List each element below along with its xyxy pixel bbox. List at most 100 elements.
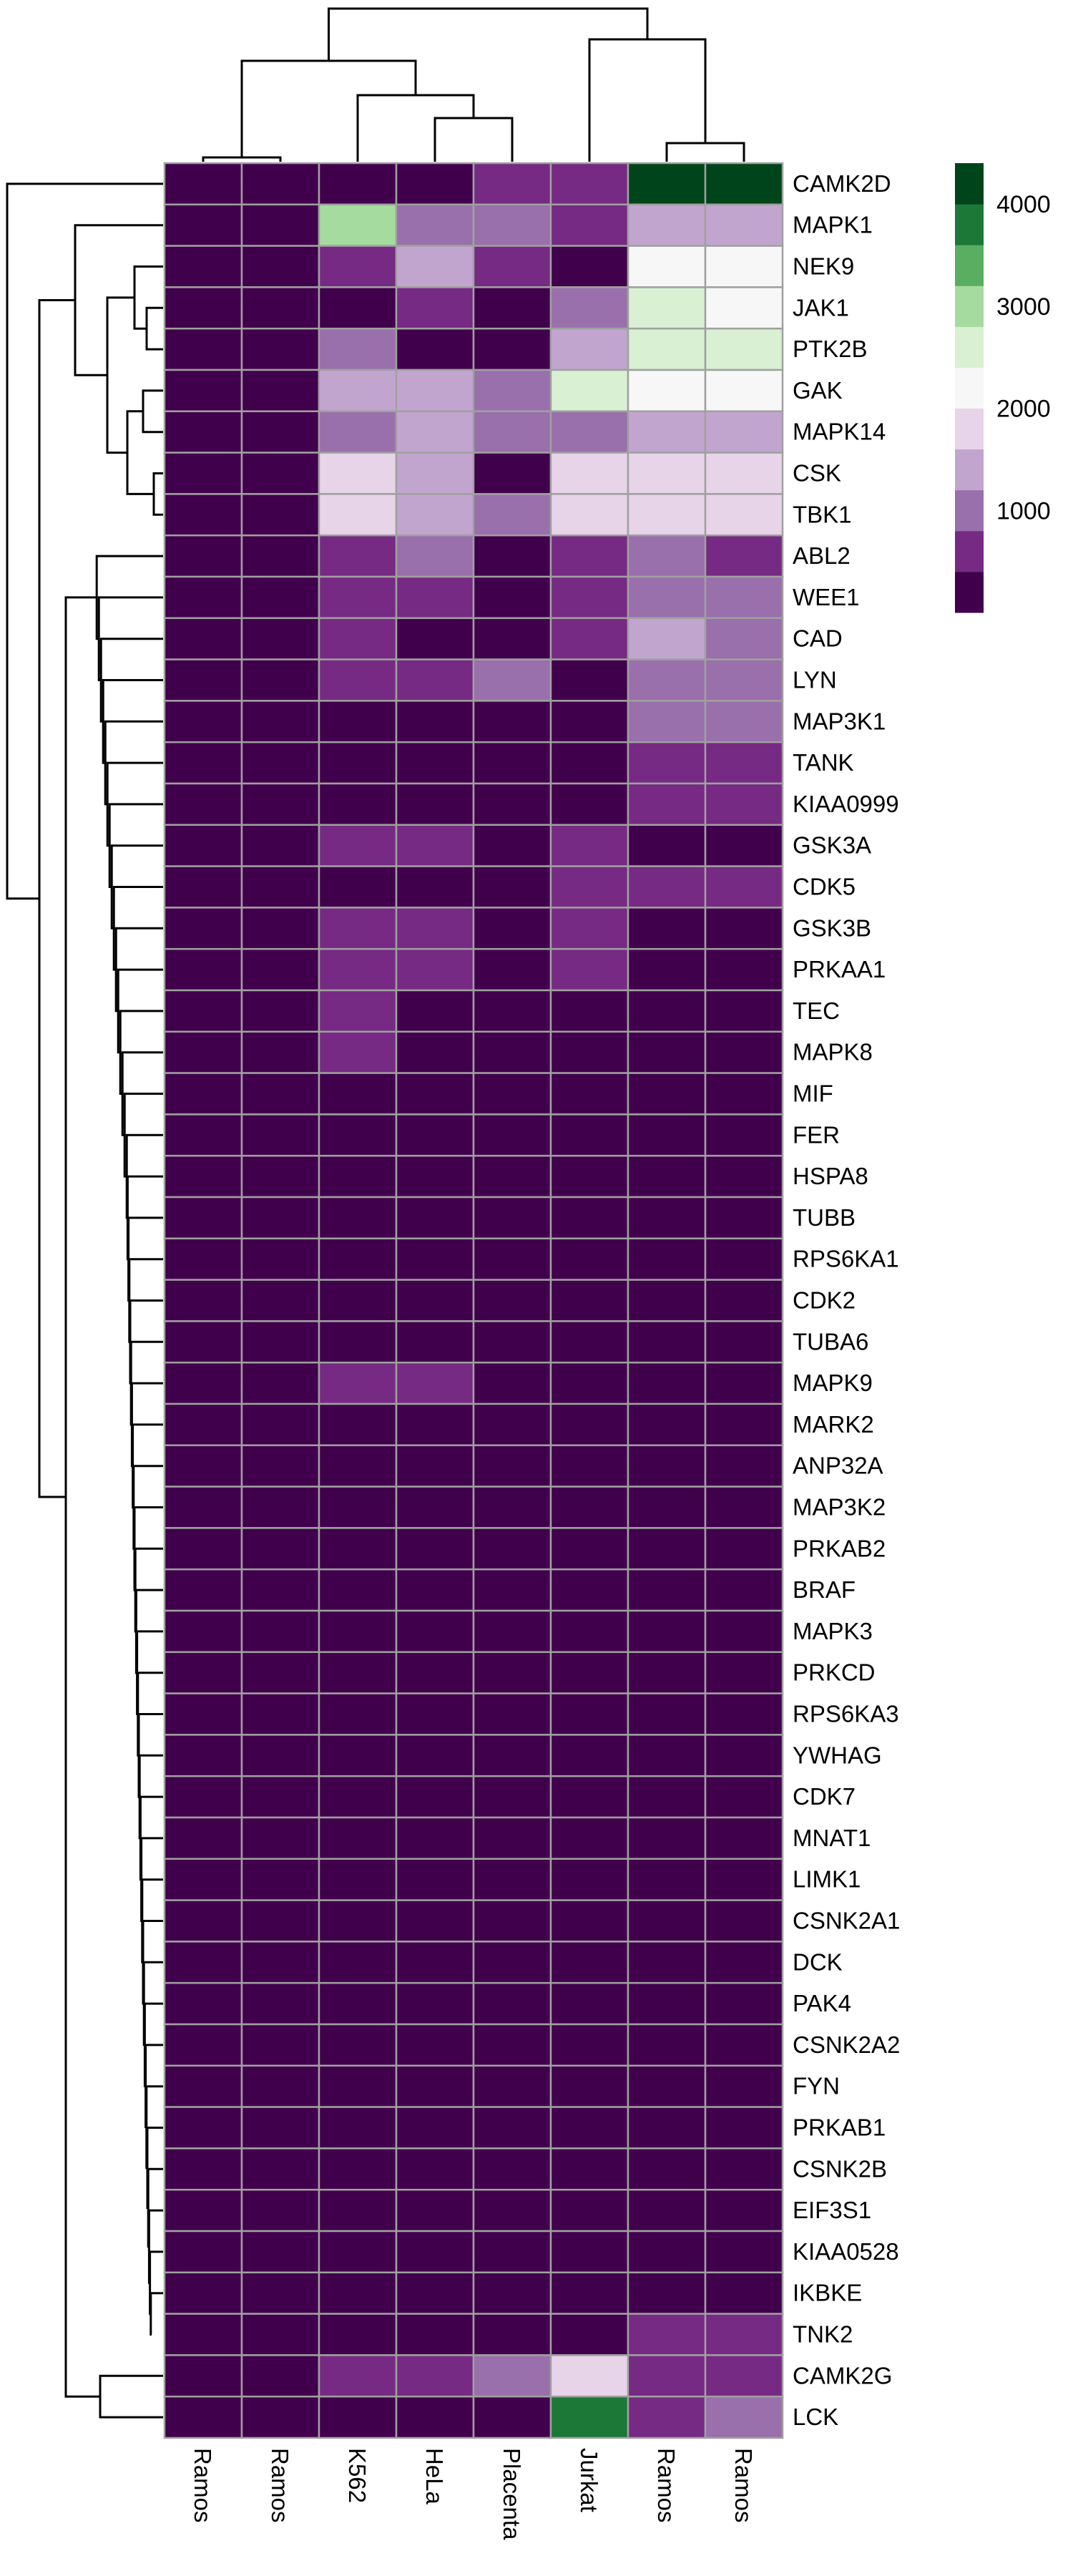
heatmap-cell-camk2g-col8 [704,2354,784,2398]
heatmap-cell-anp32a-col3 [318,1444,398,1488]
heatmap-cell-prkab1-col1 [163,2106,243,2150]
heatmap-cell-anp32a-col8 [704,1444,784,1488]
heatmap-cell-fyn-col7 [627,2064,707,2108]
heatmap-cell-mark2-col6 [549,1402,629,1447]
heatmap-cell-cdk7-col2 [240,1775,320,1819]
heatmap-cell-fyn-col5 [472,2064,552,2108]
heatmap-cell-fyn-col2 [240,2064,320,2108]
row-label-mapk3: MAPK3 [793,1618,873,1644]
dendrogram-branch [133,265,163,330]
heatmap-cell-mif-col4 [395,1072,475,1116]
heatmap-cell-anp32a-col4 [395,1444,475,1488]
heatmap-cell-csnk2a2-col6 [549,2023,629,2067]
row-label-gsk3b: GSK3B [793,914,871,941]
color-legend: 1000 2000 3000 4000 [955,163,1051,613]
heatmap-cell-eif3s1-col7 [627,2188,707,2233]
heatmap-cell-mapk9-col8 [704,1361,784,1405]
heatmap-cell-lck-col7 [627,2395,707,2439]
heatmap-cell-prkcd-col2 [240,1651,320,1694]
heatmap-cell-cdk2-col3 [318,1279,398,1322]
column-label-3: K562 [344,2448,371,2503]
heatmap-cell-mnat1-col4 [395,1816,475,1860]
row-label-mnat1: MNAT1 [793,1825,871,1851]
heatmap-cell-tec-col1 [163,989,243,1033]
heatmap-cell-csk-col3 [318,452,398,495]
heatmap-cell-tuba6-col6 [549,1320,629,1364]
heatmap-cell-tuba6-col3 [318,1320,398,1364]
heatmap-cell-kiaa0999-col7 [627,782,707,826]
heatmap-cell-mnat1-col3 [318,1816,398,1860]
heatmap-cell-mapk14-col1 [163,410,243,454]
dendrogram-branch [433,117,514,162]
heatmap-cell-fyn-col8 [704,2064,784,2108]
heatmap-cell-limk1-col7 [627,1858,707,1901]
legend-swatch [955,286,984,327]
heatmap-cell-abl2-col8 [704,534,784,578]
heatmap-cell-ywhag-col1 [163,1734,243,1777]
heatmap-cell-mapk8-col3 [318,1030,398,1074]
row-label-map3k1: MAP3K1 [793,708,886,734]
heatmap-cell-cdk2-col5 [472,1279,552,1322]
heatmap-cell-pak4-col2 [240,1981,320,2026]
heatmap-cell-ywhag-col2 [240,1734,320,1777]
heatmap-cell-anp32a-col5 [472,1444,552,1488]
row-label-mapk9: MAPK9 [793,1370,873,1396]
heatmap-cell-kiaa0999-col1 [163,782,243,826]
heatmap-cell-prkcd-col6 [549,1651,629,1694]
heatmap-cell-ikbke-col3 [318,2271,398,2315]
dendrogram-branch [142,389,163,434]
heatmap-cell-lyn-col8 [704,658,784,702]
heatmap-cell-fer-col2 [240,1113,320,1157]
heatmap-cell-gak-col5 [472,369,552,413]
heatmap-cell-lck-col5 [472,2395,552,2439]
heatmap-cell-prkab1-col4 [395,2106,475,2150]
row-dendrogram [6,182,163,2419]
heatmap-cell-mnat1-col1 [163,1816,243,1860]
heatmap-cell-cdk5-col8 [704,865,784,909]
heatmap-cell-tuba6-col8 [704,1320,784,1364]
heatmap-cell-ptk2b-col7 [627,327,707,371]
row-label-prkab2: PRKAB2 [793,1535,886,1561]
heatmap-cell-csnk2a1-col4 [395,1899,475,1943]
heatmap-cell-tec-col4 [395,989,475,1033]
heatmap-cell-camk2d-col1 [163,162,243,206]
heatmap-cell-mapk14-col8 [704,410,784,454]
heatmap-cell-tuba6-col5 [472,1320,552,1364]
heatmap-cell-lyn-col6 [549,658,629,702]
heatmap-cell-mif-col6 [549,1072,629,1116]
heatmap-cell-mapk14-col5 [472,410,552,454]
column-label-1: Ramos [190,2448,216,2523]
legend-swatch [955,571,984,613]
heatmap-cell-mapk3-col1 [163,1609,243,1654]
heatmap-cell-mark2-col1 [163,1402,243,1447]
column-label-7: Ramos [653,2448,680,2523]
heatmap-cell-mapk14-col4 [395,410,475,454]
heatmap-cell-limk1-col8 [704,1858,784,1901]
row-label-csnk2a2: CSNK2A2 [793,2031,900,2058]
heatmap-cell-pak4-col6 [549,1981,629,2026]
heatmap-cell-ywhag-col5 [472,1734,552,1777]
heatmap-cell-tank-col1 [163,741,243,785]
row-label-kiaa0528: KIAA0528 [793,2238,899,2265]
heatmap-cell-eif3s1-col6 [549,2188,629,2233]
heatmap-cell-mapk14-col7 [627,410,707,454]
heatmap-cell-lyn-col1 [163,658,243,702]
row-label-ptk2b: PTK2B [793,336,868,362]
heatmap-cell-ptk2b-col8 [704,327,784,371]
heatmap-cell-rps6ka3-col1 [163,1692,243,1736]
heatmap-cell-abl2-col7 [627,534,707,578]
heatmap-cell-map3k2-col4 [395,1485,475,1529]
dendrogram-branch [106,296,134,454]
row-label-csk: CSK [793,460,841,487]
heatmap-cell-csk-col7 [627,452,707,495]
heatmap-cell-tuba6-col1 [163,1320,243,1364]
heatmap-cell-prkab2-col1 [163,1527,243,1571]
heatmap-cell-prkaa1-col6 [549,947,629,992]
row-label-prkab1: PRKAB1 [793,2114,886,2141]
heatmap-cell-kiaa0999-col2 [240,782,320,826]
heatmap-cell-csnk2a2-col7 [627,2023,707,2067]
heatmap-cell-jak1-col2 [240,286,320,330]
row-label-cdk7: CDK7 [793,1783,856,1810]
heatmap-cell-rps6ka3-col3 [318,1692,398,1736]
heatmap-cell-mif-col5 [472,1072,552,1116]
